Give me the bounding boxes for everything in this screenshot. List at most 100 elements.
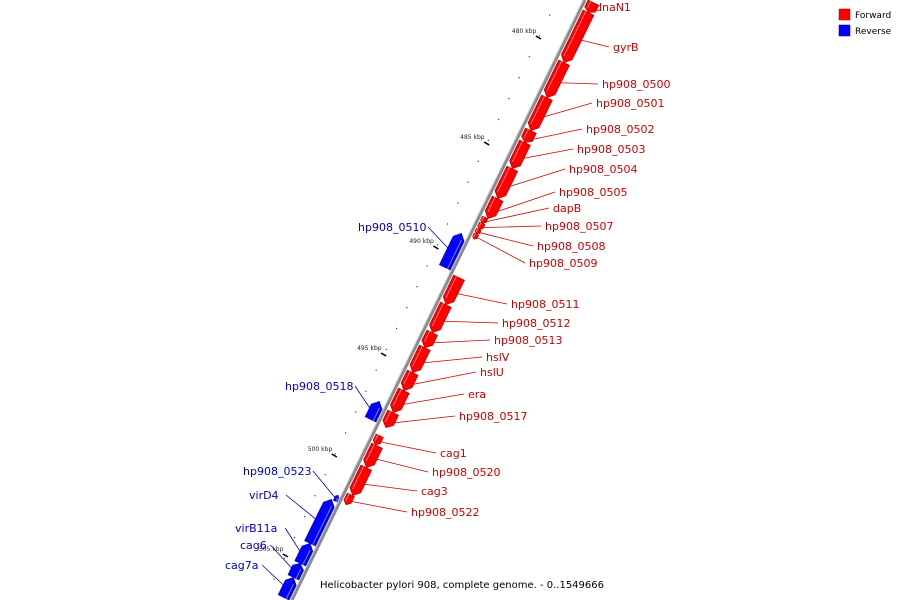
gene-shine-cag1 — [374, 434, 379, 442]
minor-tick — [426, 265, 428, 267]
label-leaders — [261, 6, 610, 586]
gene-arrow-hp908_0504[interactable] — [494, 165, 519, 199]
gene-shine-cag3 — [352, 466, 365, 490]
gene-label-hp908_0510[interactable]: hp908_0510 — [358, 221, 426, 234]
leader-hp908_0502 — [533, 128, 583, 140]
gene-arrow-hp908_0508[interactable] — [474, 227, 482, 235]
gene-arrow-hp908_0520[interactable] — [363, 442, 383, 468]
gene-shine-hp908_0504 — [497, 167, 511, 193]
gene-arrow-hslU[interactable] — [400, 369, 419, 391]
gene-label-cag3[interactable]: cag3 — [421, 485, 448, 498]
minor-tick — [365, 390, 367, 392]
gene-arrow-hp908_0510[interactable] — [438, 233, 465, 271]
minor-tick — [477, 160, 479, 162]
gene-label-dnaN1[interactable]: dnaN1 — [595, 1, 631, 14]
minor-tick — [436, 244, 439, 246]
gene-arrow-hp908_0501[interactable] — [527, 94, 553, 131]
gene-label-hp908_0504[interactable]: hp908_0504 — [569, 163, 637, 176]
gene-label-hp908_0505[interactable]: hp908_0505 — [559, 186, 627, 199]
gene-label-hslV[interactable]: hslV — [486, 351, 510, 364]
gene-arrow-hp908_0511[interactable] — [442, 274, 465, 305]
gene-label-hp908_0502[interactable]: hp908_0502 — [586, 123, 654, 136]
major-tick — [380, 352, 387, 357]
leader-cag7a — [261, 564, 284, 586]
gene-label-hp908_0517[interactable]: hp908_0517 — [459, 410, 527, 423]
gene-shine-hp908_0517 — [385, 411, 391, 422]
legend-reverse-swatch — [838, 24, 851, 37]
gene-labels: dnaN1 gyrB hp908_0500 hp908_0501 hp908_0502h… — [225, 1, 670, 572]
gene-shine-era — [392, 389, 402, 407]
gene-label-virD4[interactable]: virD4 — [249, 489, 279, 502]
gene-arrow-hslV[interactable] — [409, 344, 431, 373]
tick-label: 505 kbp — [259, 546, 284, 553]
gene-label-hslU[interactable]: hslU — [480, 366, 504, 379]
gene-arrow-hp908_0505[interactable] — [484, 195, 504, 219]
gene-arrow-hp908_0523[interactable] — [332, 494, 340, 503]
gene-label-cag6[interactable]: cag6 — [240, 539, 267, 552]
leader-virD4 — [285, 494, 316, 520]
leader-hp908_0512 — [444, 320, 499, 324]
minor-tick — [324, 474, 326, 476]
minor-tick — [416, 286, 418, 288]
gene-arrow-cag1[interactable] — [372, 433, 384, 446]
gene-label-dapB[interactable]: dapB — [553, 202, 581, 215]
tick-label: 480 kbp — [512, 28, 537, 35]
gene-label-hp908_0508[interactable]: hp908_0508 — [537, 240, 605, 253]
leader-hp908_0520 — [376, 458, 429, 473]
gene-shine-hp908_0509 — [473, 233, 476, 238]
gene-label-cag7a[interactable]: cag7a — [225, 559, 259, 572]
gene-label-hp908_0522[interactable]: hp908_0522 — [411, 506, 479, 519]
gene-arrow-era[interactable] — [390, 387, 410, 413]
gene-arrow-cag7a[interactable] — [277, 577, 297, 600]
gene-arrow-hp908_0517[interactable] — [382, 409, 400, 428]
gene-label-hp908_0523[interactable]: hp908_0523 — [243, 465, 311, 478]
gene-arrow-hp908_0509[interactable] — [472, 232, 480, 240]
gene-label-hp908_0501[interactable]: hp908_0501 — [596, 97, 664, 110]
minor-tick — [314, 495, 316, 497]
gene-label-hp908_0509[interactable]: hp908_0509 — [529, 257, 597, 270]
gene-arrow-hp908_0503[interactable] — [509, 139, 531, 169]
leader-hslU — [413, 371, 477, 385]
gene-arrow-hp908_0512[interactable] — [429, 301, 452, 333]
legend-forward-label: Forward — [855, 11, 891, 21]
leader-hp908_0510 — [427, 226, 448, 249]
gene-shine-virD4 — [312, 505, 332, 545]
gene-label-hp908_0503[interactable]: hp908_0503 — [577, 143, 645, 156]
gene-shine-gyrB — [563, 11, 587, 57]
gene-label-cag1[interactable]: cag1 — [440, 447, 467, 460]
genome-backbone — [290, 0, 587, 600]
gene-label-hp908_0518[interactable]: hp908_0518 — [285, 380, 353, 393]
gene-arrow-cag3[interactable] — [349, 464, 373, 496]
minor-tick — [487, 139, 490, 142]
gene-shine-hslU — [403, 371, 411, 385]
leader-hp908_0507 — [483, 225, 542, 229]
gene-label-hp908_0500[interactable]: hp908_0500 — [602, 78, 670, 91]
gene-shine-hp908_0522 — [345, 493, 350, 501]
gene-label-hp908_0512[interactable]: hp908_0512 — [502, 317, 570, 330]
minor-tick — [304, 515, 306, 518]
gene-label-virB11a[interactable]: virB11a — [235, 522, 277, 535]
gene-arrow-dapB[interactable] — [480, 215, 489, 224]
gene-shine-hslV — [412, 346, 423, 367]
leader-cag6 — [270, 544, 292, 569]
minor-tick — [283, 557, 286, 560]
minor-ticks — [273, 14, 551, 580]
gene-arrow-hp908_0502[interactable] — [521, 127, 537, 143]
gene-arrow-hp908_0513[interactable] — [421, 329, 439, 348]
legend-forward-swatch — [838, 8, 851, 21]
gene-arrow-gyrB[interactable] — [560, 9, 595, 63]
gene-label-hp908_0520[interactable]: hp908_0520 — [432, 466, 500, 479]
leader-hp908_0505 — [498, 191, 556, 212]
gene-label-era[interactable]: era — [468, 388, 486, 401]
gene-label-hp908_0513[interactable]: hp908_0513 — [494, 334, 562, 347]
gene-arrow-hp908_0518[interactable] — [364, 401, 383, 423]
major-ticks: 480 kbp 485 kbp 490 kbp 495 kbp 500 kbp 505 k… — [259, 28, 542, 558]
gene-label-hp908_0507[interactable]: hp908_0507 — [545, 220, 613, 233]
gene-arrow-hp908_0507[interactable] — [477, 221, 486, 230]
gene-arrow-hp908_0500[interactable] — [543, 59, 570, 98]
gene-shine-hp908_0510 — [447, 239, 462, 269]
gene-label-hp908_0511[interactable]: hp908_0511 — [511, 298, 579, 311]
gene-shine-cag6 — [295, 568, 302, 579]
gene-arrow-hp908_0522[interactable] — [343, 492, 355, 506]
gene-label-gyrB[interactable]: gyrB — [613, 41, 639, 54]
